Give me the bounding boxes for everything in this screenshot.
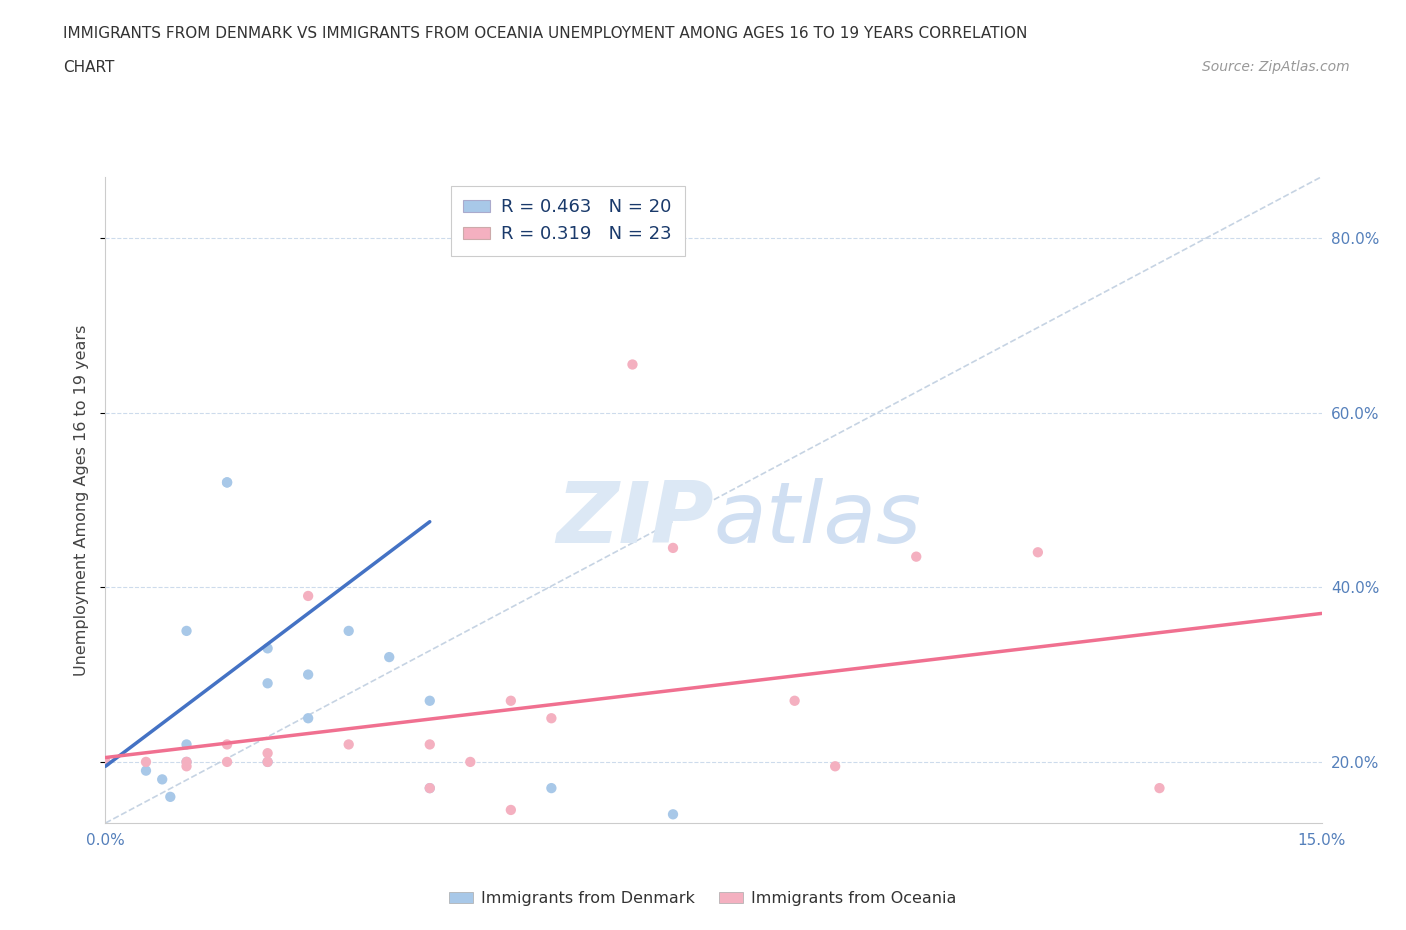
Point <box>176 759 198 774</box>
Point <box>159 790 181 804</box>
Point <box>378 650 401 665</box>
Point <box>540 780 562 795</box>
Point <box>176 737 198 751</box>
Point <box>94 754 117 769</box>
Point <box>662 807 685 822</box>
Point <box>1149 780 1171 795</box>
Text: Source: ZipAtlas.com: Source: ZipAtlas.com <box>1202 60 1350 74</box>
Point <box>297 667 319 682</box>
Point <box>217 737 239 751</box>
Point <box>540 711 562 725</box>
Point <box>176 754 198 769</box>
Point <box>419 780 441 795</box>
Legend: Immigrants from Denmark, Immigrants from Oceania: Immigrants from Denmark, Immigrants from… <box>443 885 963 912</box>
Point <box>176 623 198 638</box>
Point <box>419 694 441 709</box>
Point <box>499 803 522 817</box>
Text: CHART: CHART <box>63 60 115 75</box>
Point <box>905 550 928 565</box>
Point <box>217 475 239 490</box>
Point <box>1026 545 1049 560</box>
Point <box>297 589 319 604</box>
Point <box>150 772 173 787</box>
Point <box>256 641 278 656</box>
Text: atlas: atlas <box>713 478 921 561</box>
Y-axis label: Unemployment Among Ages 16 to 19 years: Unemployment Among Ages 16 to 19 years <box>75 325 90 675</box>
Point <box>662 540 685 555</box>
Point <box>135 754 157 769</box>
Point <box>783 694 806 709</box>
Point <box>135 764 157 778</box>
Point <box>217 475 239 490</box>
Point <box>824 759 846 774</box>
Point <box>499 694 522 709</box>
Point <box>297 711 319 725</box>
Point <box>337 737 360 751</box>
Point <box>621 357 644 372</box>
Text: ZIP: ZIP <box>555 478 713 561</box>
Point <box>256 746 278 761</box>
Point <box>256 754 278 769</box>
Point <box>94 754 117 769</box>
Point <box>256 676 278 691</box>
Point <box>256 754 278 769</box>
Point <box>217 754 239 769</box>
Point <box>176 754 198 769</box>
Text: IMMIGRANTS FROM DENMARK VS IMMIGRANTS FROM OCEANIA UNEMPLOYMENT AMONG AGES 16 TO: IMMIGRANTS FROM DENMARK VS IMMIGRANTS FR… <box>63 26 1028 41</box>
Point <box>419 737 441 751</box>
Legend: R = 0.463   N = 20, R = 0.319   N = 23: R = 0.463 N = 20, R = 0.319 N = 23 <box>451 186 685 256</box>
Point <box>419 780 441 795</box>
Point <box>337 623 360 638</box>
Point <box>458 754 481 769</box>
